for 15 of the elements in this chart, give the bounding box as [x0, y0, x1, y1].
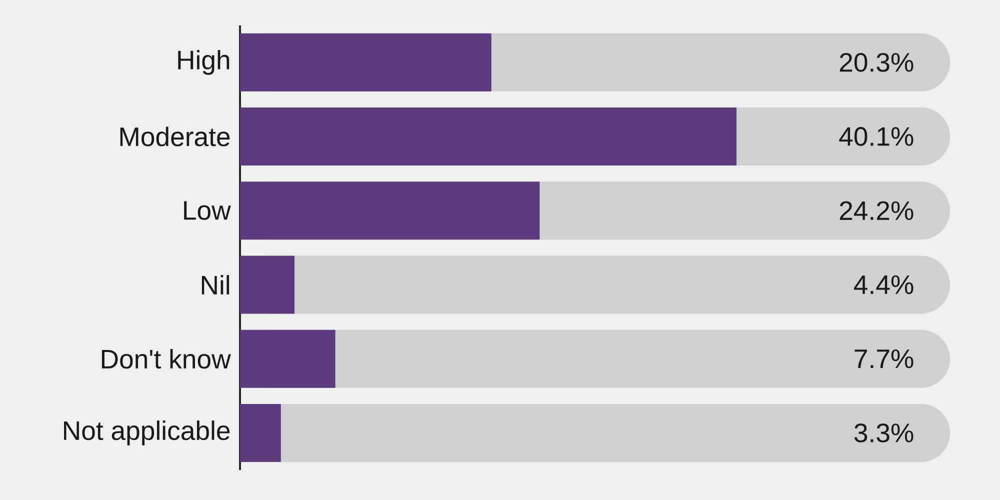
y-tick-label: Not applicable: [64, 420, 230, 446]
data-label: 4.4%: [854, 275, 914, 294]
data-label: 20.3%: [840, 52, 914, 72]
bar: [240, 330, 336, 388]
y-tick-label: High: [178, 50, 230, 75]
bar: [240, 404, 281, 462]
data-label: 24.2%: [840, 201, 914, 220]
data-label: 7.7%: [854, 350, 914, 368]
y-tick-label: Low: [184, 201, 231, 220]
data-label: 40.1%: [839, 127, 914, 146]
y-tick-label: Moderate: [120, 126, 230, 146]
bar: [240, 256, 294, 314]
y-tick-label: Nil: [202, 275, 230, 294]
data-label: 3.3%: [854, 424, 914, 442]
y-tick-label: Don't know: [102, 349, 231, 369]
